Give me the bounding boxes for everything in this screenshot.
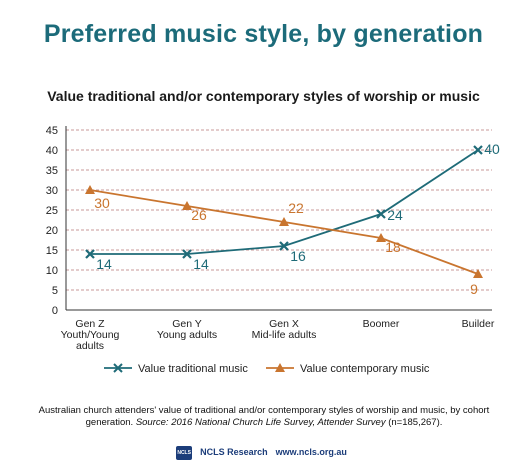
y-tick-label: 30	[46, 185, 58, 197]
footer-org: NCLS Research	[200, 447, 268, 458]
data-label: 24	[387, 207, 403, 223]
data-point-x	[85, 249, 95, 259]
y-tick-label: 20	[46, 225, 58, 237]
legend-marker-triangle	[275, 363, 285, 372]
data-point-triangle	[473, 269, 483, 278]
data-point-triangle	[376, 233, 386, 242]
data-point-triangle	[182, 201, 192, 210]
legend-marker-x	[113, 363, 123, 373]
chart-title: Preferred music style, by generation	[43, 20, 484, 48]
legend-label: Value traditional music	[138, 363, 248, 375]
data-point-x	[182, 249, 192, 259]
x-tick-label: Gen Z Youth/Young adults	[61, 318, 120, 352]
data-label: 16	[290, 248, 306, 264]
y-tick-label: 35	[46, 165, 58, 177]
y-tick-label: 5	[52, 285, 58, 297]
line-chart: 0 5 10 15 20 25 30 35 40 45 Gen Z Youth/Young adults…	[46, 125, 500, 375]
data-label: 30	[94, 195, 110, 211]
y-tick-label: 45	[46, 125, 58, 137]
data-label: 14	[193, 256, 209, 272]
y-tick-label: 10	[46, 265, 58, 277]
y-tick-label: 25	[46, 205, 58, 217]
x-tick-label: Builder	[462, 318, 495, 330]
legend-label: Value contemporary music	[300, 363, 430, 375]
data-label: 18	[385, 239, 401, 255]
y-tick-label: 15	[46, 245, 58, 257]
y-tick-label: 0	[52, 305, 58, 317]
data-point-triangle	[279, 217, 289, 226]
data-label: 22	[288, 200, 304, 216]
data-point-triangle	[85, 185, 95, 194]
data-point-x	[376, 209, 386, 219]
caption-source: Source: 2016 National Church Life Survey…	[135, 417, 386, 428]
footer: NCLS NCLS Research www.ncls.org.au	[0, 446, 527, 460]
data-label: 14	[96, 256, 112, 272]
footer-url[interactable]: www.ncls.org.au	[275, 447, 347, 458]
data-label: 40	[484, 141, 500, 157]
data-label: 9	[470, 281, 478, 297]
chart-subtitle: Value traditional and/or contemporary st…	[47, 88, 480, 104]
data-point-x	[473, 145, 483, 155]
ncls-logo-icon: NCLS	[176, 446, 193, 460]
series-line	[90, 149, 479, 255]
x-tick-label: Boomer	[363, 318, 400, 330]
y-tick-label: 40	[46, 145, 58, 157]
caption-text: Australian church attenders' value of tr…	[38, 405, 490, 428]
data-point-x	[279, 241, 289, 251]
data-label: 26	[191, 207, 207, 223]
chart-caption: Australian church attenders' value of tr…	[14, 405, 514, 429]
x-tick-label: Gen X Mid-life adults	[252, 318, 317, 341]
series-line	[89, 189, 479, 275]
caption-n: (n=185,267).	[385, 417, 443, 428]
x-tick-label: Gen Y Young adults	[157, 318, 217, 341]
